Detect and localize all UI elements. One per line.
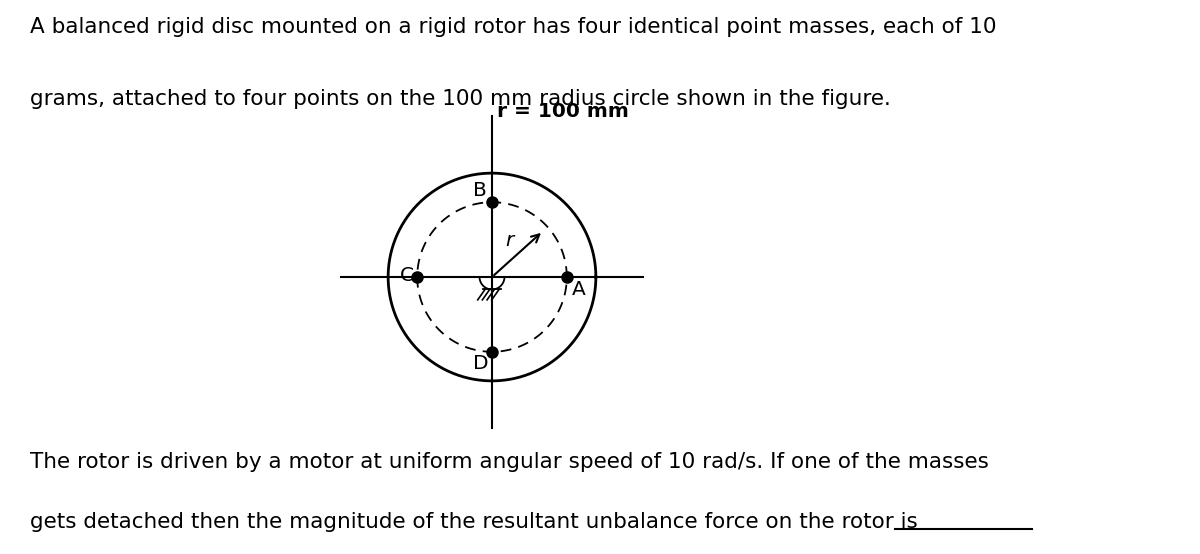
Text: D: D <box>473 354 488 373</box>
Text: grams, attached to four points on the 100 mm radius circle shown in the figure.: grams, attached to four points on the 10… <box>30 89 890 109</box>
Text: C: C <box>400 266 414 285</box>
Text: r = 100 mm: r = 100 mm <box>497 102 629 121</box>
Text: A balanced rigid disc mounted on a rigid rotor has four identical point masses, : A balanced rigid disc mounted on a rigid… <box>30 17 996 37</box>
Text: B: B <box>473 181 487 200</box>
Text: r: r <box>505 231 514 250</box>
Text: A: A <box>572 280 586 299</box>
Text: The rotor is driven by a motor at uniform angular speed of 10 rad/s. If one of t: The rotor is driven by a motor at unifor… <box>30 452 989 471</box>
Text: gets detached then the magnitude of the resultant unbalance force on the rotor i: gets detached then the magnitude of the … <box>30 512 918 532</box>
